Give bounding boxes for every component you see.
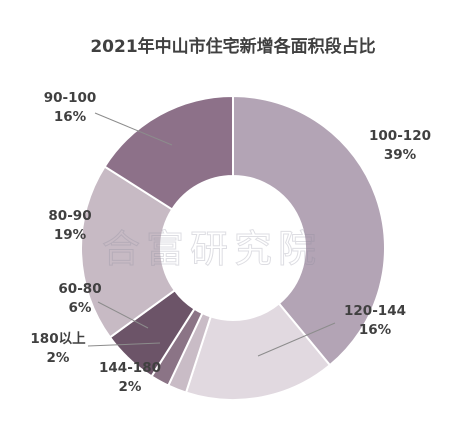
leader-line-90-100 [94, 112, 173, 146]
slice-100-120 [232, 94, 386, 367]
leader-line-180以上 [87, 342, 161, 347]
slice-90-100 [103, 94, 234, 211]
slice-label-90-100: 90-100 [44, 90, 97, 106]
slice-label-144-180: 144-180 [99, 360, 161, 376]
slice-label-60-80: 60-80 [58, 281, 101, 297]
slice-value-120-144: 16% [359, 322, 392, 338]
slice-value-180以上: 2% [47, 350, 70, 366]
labels-group: 100-120 39% 120-144 16% 144-180 2% 180以上 2% 60-8… [30, 90, 431, 395]
slice-label-180以上: 180以上 [30, 331, 86, 347]
slices-group [80, 94, 386, 401]
slice-value-100-120: 39% [384, 147, 417, 163]
slice-value-60-80: 6% [69, 300, 92, 316]
slice-80-90 [80, 165, 177, 339]
chart-title: 2021年中山市住宅新增各面积段占比 [90, 36, 375, 57]
slice-label-80-90: 80-90 [48, 208, 91, 224]
slice-label-100-120: 100-120 [369, 128, 431, 144]
leader-line-60-80 [97, 301, 149, 329]
slice-value-80-90: 19% [54, 227, 87, 243]
leader-line-120-144 [257, 322, 336, 357]
slice-value-90-100: 16% [54, 109, 87, 125]
watermark: 合富研究院 [102, 227, 322, 271]
slice-value-144-180: 2% [119, 379, 142, 395]
slice-label-120-144: 120-144 [344, 303, 406, 319]
leader-lines-group [87, 112, 336, 357]
